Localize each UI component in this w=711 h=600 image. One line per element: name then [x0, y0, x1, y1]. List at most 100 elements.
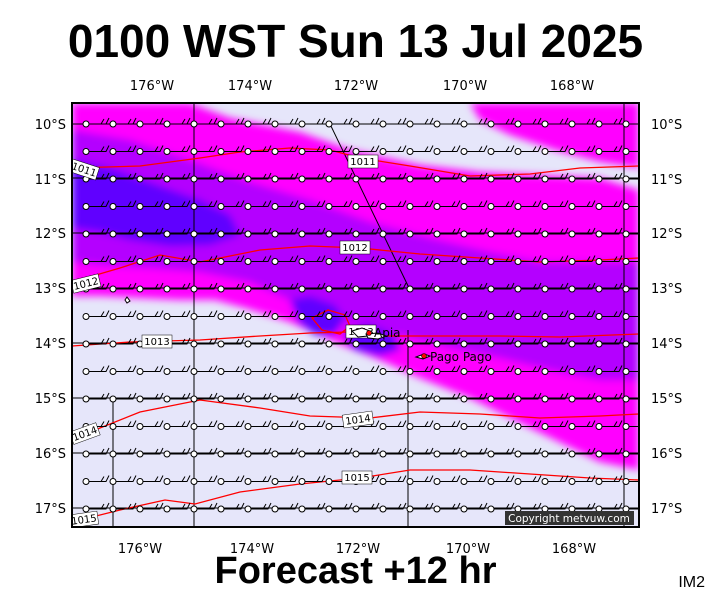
wind-barb — [271, 502, 299, 513]
wind-barb — [406, 172, 434, 183]
wind-barb — [217, 227, 245, 238]
wind-barb — [244, 227, 272, 238]
wind-barb — [622, 285, 639, 293]
wind-barb — [109, 282, 137, 293]
wind-barb — [352, 200, 380, 210]
wind-barb — [487, 392, 515, 403]
wind-barb — [514, 365, 542, 375]
wind-barb — [568, 502, 596, 513]
wind-barb — [163, 200, 191, 210]
wind-barb — [541, 227, 569, 238]
wind-barb — [271, 200, 299, 210]
wind-barb — [136, 392, 164, 403]
wind-barb — [82, 145, 110, 155]
wind-barb — [244, 447, 272, 458]
wind-barb — [82, 447, 110, 458]
wind-barb — [406, 282, 434, 293]
wind-barb — [244, 255, 272, 265]
wind-barb — [595, 145, 623, 155]
wind-barb — [325, 145, 353, 155]
wind-barb — [433, 502, 461, 513]
wind-barb — [514, 145, 542, 155]
wind-barb — [568, 365, 596, 375]
svg-text:1015: 1015 — [344, 473, 369, 484]
image-tag: IM2 — [678, 574, 705, 591]
wind-barb — [514, 475, 542, 485]
lon-ticks-bottom: 176°W 174°W 172°W 170°W 168°W — [118, 542, 596, 557]
wind-barb — [622, 340, 639, 348]
wind-barb — [298, 172, 326, 183]
wind-barb — [460, 502, 488, 513]
lat-ticks-left: 10°S 11°S 12°S 13°S 14°S 15°S 16°S 17°S — [35, 118, 66, 517]
wind-barb — [433, 365, 461, 375]
wind-barb — [109, 255, 137, 265]
lat-tick-right: 17°S — [651, 502, 682, 517]
wind-barb — [163, 255, 191, 265]
wind-barb — [109, 227, 137, 238]
wind-barb — [460, 172, 488, 183]
wind-barb — [298, 420, 326, 430]
wind-barb — [298, 310, 326, 320]
wind-barb — [595, 475, 623, 485]
wind-barb — [379, 502, 407, 513]
wind-barb — [217, 145, 245, 155]
wind-barb — [82, 200, 110, 210]
wind-barb — [568, 337, 596, 348]
wind-barb — [487, 447, 515, 458]
wind-barb — [163, 310, 191, 320]
wind-barb — [379, 117, 407, 128]
svg-text:1011: 1011 — [350, 157, 375, 168]
wind-barb — [487, 145, 515, 155]
wind-barb — [622, 120, 639, 128]
lat-ticks-right: 10°S 11°S 12°S 13°S 14°S 15°S 16°S 17°S — [651, 118, 682, 517]
wind-barb — [568, 420, 596, 430]
wind-barb — [487, 337, 515, 348]
wind-barb — [433, 475, 461, 485]
rain-medium-band — [72, 130, 639, 380]
wind-barb — [541, 172, 569, 183]
wind-barb — [460, 145, 488, 155]
map-frame — [71, 102, 640, 528]
wind-barb — [298, 502, 326, 513]
wind-barb — [379, 282, 407, 293]
wind-barb — [109, 200, 137, 210]
wind-barb — [352, 117, 380, 128]
wind-barb — [109, 420, 137, 430]
isobar-label: 1015 — [341, 470, 373, 485]
wind-barb — [109, 117, 137, 128]
wind-barb — [433, 200, 461, 210]
wind-barb — [352, 447, 380, 458]
wind-barb — [595, 337, 623, 348]
wind-barb — [325, 392, 353, 403]
wind-barb — [109, 172, 137, 183]
wind-barb — [406, 227, 434, 238]
wind-barb — [190, 145, 218, 155]
wind-barb — [541, 420, 569, 430]
wind-barb — [460, 255, 488, 265]
wind-barb — [271, 172, 299, 183]
wind-barb — [595, 255, 623, 265]
wind-barb — [433, 145, 461, 155]
wind-barb — [406, 255, 434, 265]
lon-tick-top: 168°W — [550, 79, 594, 94]
wind-barb — [541, 117, 569, 128]
wind-barb — [595, 200, 623, 210]
wind-barb — [271, 310, 299, 320]
wind-barb — [298, 145, 326, 155]
wind-barb — [298, 117, 326, 128]
wind-barb — [244, 337, 272, 348]
wind-barb — [352, 392, 380, 403]
wind-barb — [244, 282, 272, 293]
wind-barb — [514, 502, 542, 513]
apia-marker — [366, 330, 372, 336]
wind-barb — [406, 337, 434, 348]
wind-barb — [136, 255, 164, 265]
wind-barb — [325, 282, 353, 293]
wind-barb — [406, 392, 434, 403]
wind-barb — [514, 255, 542, 265]
lon-tick-bottom: 176°W — [118, 542, 162, 557]
lat-tick-left: 15°S — [35, 392, 66, 407]
wind-barb — [244, 117, 272, 128]
wind-barb — [460, 310, 488, 320]
wind-barb — [433, 392, 461, 403]
